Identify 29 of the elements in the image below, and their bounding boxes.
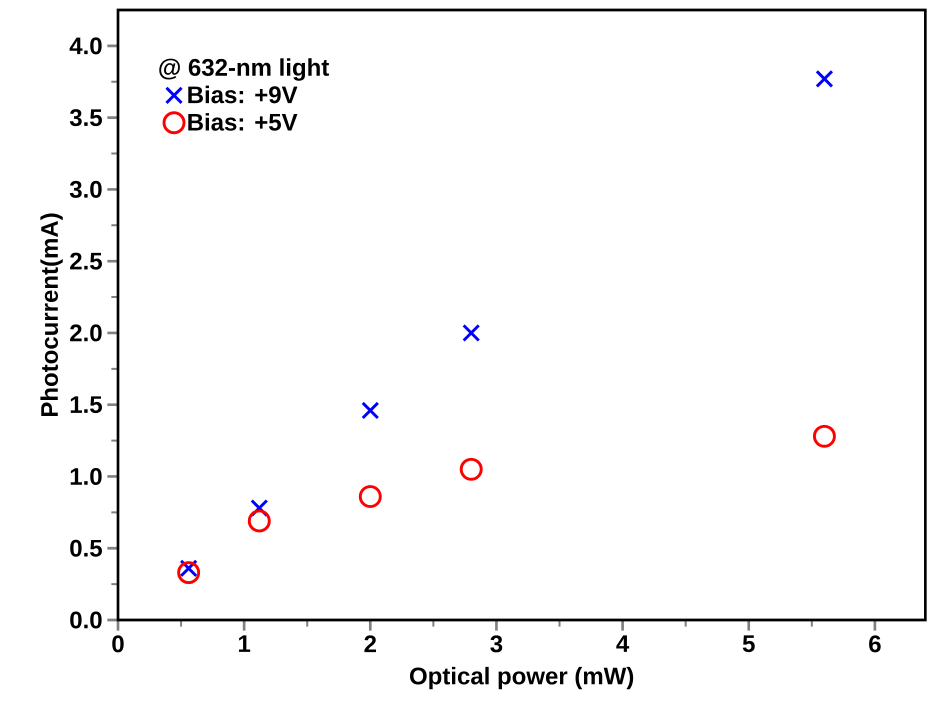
point <box>812 424 836 448</box>
point <box>248 509 271 532</box>
x-tick-label: 4 <box>616 635 630 652</box>
point <box>358 485 382 508</box>
y-tick-label: 2.0 <box>70 324 102 342</box>
x-axis-title: Optical power (mW) <box>410 666 634 690</box>
point <box>815 70 834 88</box>
point <box>460 458 483 481</box>
point <box>361 401 380 420</box>
y-tick-label: 0.0 <box>70 611 102 628</box>
point <box>462 324 480 342</box>
point <box>177 561 200 584</box>
y-tick-label: 3.0 <box>70 180 102 198</box>
x-tick-label: 1 <box>238 635 250 652</box>
y-tick-label: 2.5 <box>70 252 102 270</box>
x-tick-label: 5 <box>742 635 755 652</box>
y-tick-label: 4.0 <box>70 37 102 54</box>
legend-label: Bias: +9V <box>188 86 298 104</box>
y-tick-label: 0.5 <box>70 540 102 557</box>
y-tick-label: 1.5 <box>70 396 102 414</box>
y-axis-title: Photocurrent(mA) <box>40 214 63 416</box>
legend-label: Bias: +5V <box>188 113 298 131</box>
x-tick-label: 3 <box>490 635 502 652</box>
x-tick-label: 0 <box>112 635 124 652</box>
legend-title: @ 632-nm light <box>159 58 329 81</box>
x-tick-label: 2 <box>364 635 376 652</box>
y-tick-label: 3.5 <box>70 109 102 126</box>
x-tick-label: 6 <box>869 635 881 652</box>
y-tick-label: 1.0 <box>70 468 102 485</box>
